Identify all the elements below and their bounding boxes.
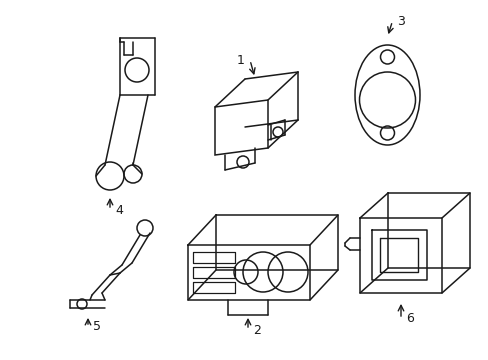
Text: 6: 6: [405, 312, 413, 325]
Text: 2: 2: [252, 324, 260, 337]
Text: 1: 1: [237, 54, 244, 67]
Text: 5: 5: [93, 320, 101, 333]
Text: 4: 4: [115, 203, 122, 216]
Text: 3: 3: [397, 14, 405, 27]
